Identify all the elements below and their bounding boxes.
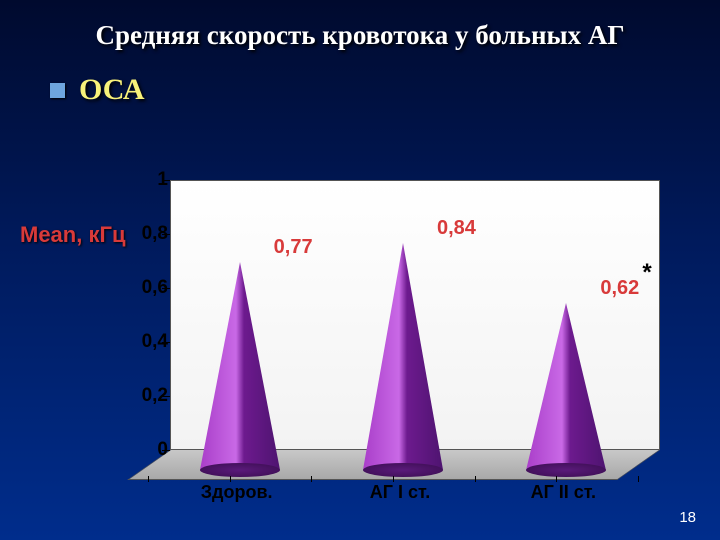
y-tick-mark xyxy=(162,180,170,181)
x-tick-mark xyxy=(556,476,557,482)
y-tick-label: 0,8 xyxy=(120,223,168,245)
annotation-star: * xyxy=(642,259,651,287)
x-axis-label: Здоров. xyxy=(187,482,287,503)
x-axis-label: АГ II ст. xyxy=(513,482,613,503)
x-axis-label: АГ I ст. xyxy=(350,482,450,503)
y-tick-mark xyxy=(162,288,170,289)
chart-cone xyxy=(363,243,443,470)
y-tick-label: 0,2 xyxy=(120,385,168,407)
data-label: 0,84 xyxy=(437,217,476,240)
y-tick-label: 1 xyxy=(120,169,168,191)
bullet-square-icon xyxy=(50,83,65,98)
x-tick-mark xyxy=(475,476,476,482)
bullet-text: ОСА xyxy=(79,73,145,107)
x-tick-mark xyxy=(393,476,394,482)
chart-stage: 00,20,40,60,81 0,77 xyxy=(110,180,670,500)
chart-cone xyxy=(200,262,280,470)
x-tick-mark xyxy=(638,476,639,482)
y-tick-mark xyxy=(162,342,170,343)
data-label: 0,62 xyxy=(600,277,639,300)
slide-title: Средняя скорость кровотока у больных АГ xyxy=(0,0,720,51)
data-label: 0,77 xyxy=(274,236,313,259)
y-tick-mark xyxy=(162,234,170,235)
y-tick-label: 0,4 xyxy=(120,331,168,353)
page-number: 18 xyxy=(679,509,696,526)
x-tick-mark xyxy=(230,476,231,482)
bullet-row: ОСА xyxy=(50,73,720,107)
y-tick-mark xyxy=(162,396,170,397)
chart-cone xyxy=(526,303,606,470)
y-tick-label: 0,6 xyxy=(120,277,168,299)
y-tick-mark xyxy=(162,450,170,451)
x-tick-mark xyxy=(148,476,149,482)
x-tick-mark xyxy=(311,476,312,482)
y-tick-label: 0 xyxy=(120,439,168,461)
